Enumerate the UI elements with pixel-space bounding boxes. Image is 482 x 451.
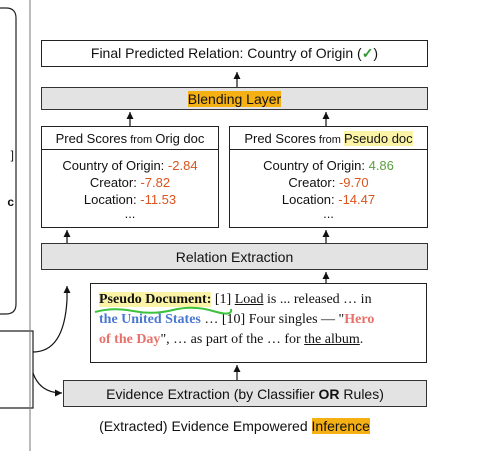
- orig-score-row: Country of Origin: -2.84: [62, 158, 198, 173]
- relation-extraction-label: Relation Extraction: [175, 248, 294, 265]
- pseudo-score-row: Location: -14.47: [281, 192, 376, 207]
- relation-extraction-box: Relation Extraction: [41, 243, 428, 270]
- pseudo-scores-list: Country of Origin: 4.86 Creator: -9.70 L…: [230, 150, 427, 220]
- pseudo-doc-entity-hero: Hero: [344, 312, 375, 327]
- pseudo-doc-entity-country: the United States: [99, 312, 201, 327]
- final-relation-label: Final Predicted Relation: Country of Ori…: [90, 45, 362, 61]
- pseudo-document-box: Pseudo Document: [1] Load is ... release…: [90, 283, 427, 363]
- final-relation-close: ): [373, 45, 379, 61]
- pseudo-doc-entity-load: Load: [234, 292, 264, 307]
- orig-scores-box: Pred Scores from Orig doc Country of Ori…: [41, 126, 219, 228]
- orig-score-row: Location: -11.53: [83, 192, 177, 207]
- orig-scores-title: Pred Scores from Orig doc: [42, 127, 218, 150]
- blending-layer-box: Blending Layer: [41, 87, 428, 110]
- blending-layer-label: Blending Layer: [187, 90, 282, 107]
- left-panel-outline: [0, 7, 17, 315]
- pseudo-doc-entity-album: the album: [304, 332, 360, 347]
- orig-scores-list: Country of Origin: -2.84 Creator: -7.82 …: [42, 150, 218, 220]
- caption: (Extracted) Evidence Empowered Inference: [99, 418, 370, 434]
- orig-score-row: Creator: -7.82: [89, 175, 171, 190]
- green-scribble-underline: [94, 306, 233, 315]
- left-bottom-box: [0, 330, 34, 409]
- pseudo-score-row: Country of Origin: 4.86: [263, 158, 394, 173]
- pseudo-score-row: Creator: -9.70: [288, 175, 369, 190]
- caption-highlight: Inference: [311, 418, 370, 434]
- arrow-left-to-evidence: [32, 372, 63, 397]
- evidence-extraction-label: Evidence Extraction (by Classifier: [106, 385, 319, 402]
- pseudo-doc-entity-hero-cont: of the Day: [99, 332, 161, 347]
- left-panel-fragment-bracket: ]: [10, 148, 14, 162]
- evidence-extraction-or: OR: [318, 385, 340, 402]
- pseudo-document-title: Pseudo Document:: [99, 292, 212, 307]
- arrow-left-to-re: [32, 286, 71, 353]
- pseudo-scores-title: Pred Scores from Pseudo doc: [230, 127, 427, 150]
- left-panel-fragment-c: c: [7, 195, 14, 209]
- evidence-extraction-box: Evidence Extraction (by Classifier OR Ru…: [63, 380, 427, 407]
- final-predicted-relation-box: Final Predicted Relation: Country of Ori…: [41, 40, 428, 67]
- pseudo-score-ellipsis: ...: [323, 206, 334, 221]
- pseudo-scores-box: Pred Scores from Pseudo doc Country of O…: [229, 126, 428, 228]
- check-icon: ✓: [361, 45, 374, 61]
- orig-score-ellipsis: ...: [124, 206, 136, 221]
- evidence-extraction-tail: Rules): [339, 385, 384, 402]
